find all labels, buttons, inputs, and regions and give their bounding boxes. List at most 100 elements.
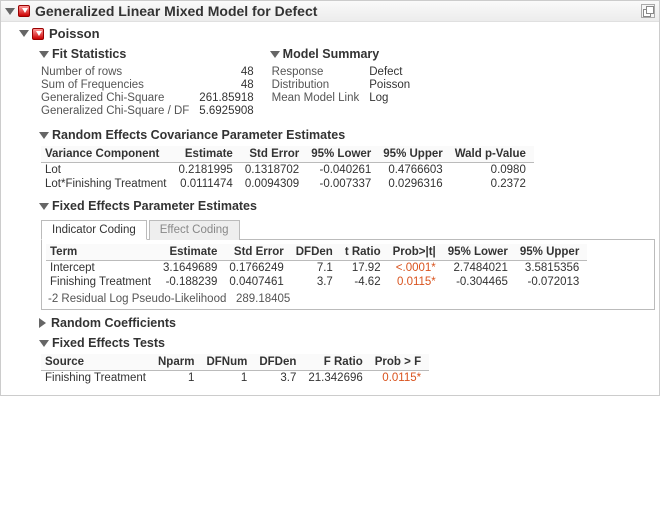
table-row: Finishing Treatment-0.1882390.04074613.7… [46,275,587,289]
fitstats-title: Fit Statistics [52,47,258,61]
col-header: F Ratio [304,354,370,371]
fixedparam-content: TermEstimateStd ErrorDFDent RatioProb>|t… [41,240,655,310]
cell: 3.5815356 [516,261,587,276]
cell: Finishing Treatment [41,371,154,386]
stat-label: Sum of Frequencies [41,79,189,91]
disclosure-icon[interactable] [39,340,49,347]
randcov-title: Random Effects Covariance Parameter Esti… [52,128,657,142]
col-header: 95% Upper [516,244,587,261]
cell: 1 [154,371,202,386]
col-header: Term [46,244,159,261]
cell: -0.072013 [516,275,587,289]
fixedparam-title: Fixed Effects Parameter Estimates [52,199,657,213]
disclosure-icon[interactable] [39,318,46,328]
modelsummary-grid: ResponseDefectDistributionPoissonMean Mo… [268,63,417,107]
summary-value: Log [369,92,410,104]
cell: -0.304465 [444,275,516,289]
poisson-header: Poisson [19,24,659,43]
disclosure-icon[interactable] [5,8,15,15]
stat-value: 261.85918 [199,92,253,104]
cell: 0.0407461 [225,275,291,289]
col-header: DFDen [292,244,341,261]
cell: 0.0115* [389,275,444,289]
cell: 3.7 [292,275,341,289]
modelsummary-panel: Model Summary Response Defect Distribution… [268,45,417,120]
cell: 0.0115* [371,371,429,386]
cell: 3.1649689 [159,261,225,276]
randcoef-title: Random Coefficients [51,316,657,330]
cell: 1 [202,371,255,386]
cell: 0.1766249 [225,261,291,276]
table-row: Intercept3.16496890.17662497.117.92<.000… [46,261,587,276]
cell: -0.040261 [307,163,379,178]
summary-value: Defect [369,66,410,78]
col-header: 95% Upper [379,146,450,163]
disclosure-icon[interactable] [39,203,49,210]
col-header: Nparm [154,354,202,371]
col-header: Prob>|t| [389,244,444,261]
cell: 0.0111474 [174,177,240,191]
disclosure-icon[interactable] [39,132,49,139]
cell: 0.0094309 [241,177,307,191]
col-header: Wald p-Value [451,146,534,163]
col-header: 95% Lower [307,146,379,163]
menu-button[interactable] [18,5,30,17]
modelsummary-title: Model Summary [283,47,415,61]
stat-value: 48 [199,79,253,91]
col-header: DFDen [255,354,304,371]
col-header: Variance Component [41,146,174,163]
cell: 0.2372 [451,177,534,191]
disclosure-icon[interactable] [19,30,29,37]
menu-button[interactable] [32,28,44,40]
poisson-title: Poisson [49,26,655,41]
fitstats-panel: Fit Statistics Number of rows 48 Sum of Fr… [37,45,260,120]
cell: -0.007337 [307,177,379,191]
stat-label: Generalized Chi-Square [41,92,189,104]
col-header: Std Error [241,146,307,163]
pseudo-likelihood-note: -2 Residual Log Pseudo-Likelihood 289.18… [42,291,654,307]
poisson-body: Fit Statistics Number of rows 48 Sum of Fr… [19,43,659,391]
col-header: t Ratio [341,244,389,261]
cell: 0.0980 [451,163,534,178]
col-header: Std Error [225,244,291,261]
main-body: Poisson Fit Statistics Number of rows 48 S… [1,22,659,395]
main-title: Generalized Linear Mixed Model for Defec… [35,3,641,19]
cell: 2.7484021 [444,261,516,276]
cell: -4.62 [341,275,389,289]
fixedtests-table: SourceNparmDFNumDFDenF RatioProb > FFini… [41,354,429,385]
tab-indicator-coding[interactable]: Indicator Coding [41,220,147,240]
fixedparam-table: TermEstimateStd ErrorDFDent RatioProb>|t… [46,244,587,289]
col-header: Source [41,354,154,371]
cell: 0.0296316 [379,177,450,191]
col-header: Estimate [174,146,240,163]
cell: 0.1318702 [241,163,307,178]
cell: 3.7 [255,371,304,386]
cell: -0.188239 [159,275,225,289]
col-header: Estimate [159,244,225,261]
cell: 7.1 [292,261,341,276]
cell: Finishing Treatment [46,275,159,289]
fixedtests-title: Fixed Effects Tests [52,336,657,350]
fitstats-grid: Number of rows48Sum of Frequencies48Gene… [37,63,260,120]
disclosure-icon[interactable] [39,51,49,58]
popout-icon[interactable] [641,4,655,18]
stat-label: Number of rows [41,66,189,78]
col-header: 95% Lower [444,244,516,261]
cell: Lot*Finishing Treatment [41,177,174,191]
tab-effect-coding[interactable]: Effect Coding [149,220,240,240]
coding-tabs: Indicator CodingEffect Coding [41,219,655,240]
summary-label: Response [272,66,360,78]
summary-label: Distribution [272,79,360,91]
cell: Intercept [46,261,159,276]
cell: 17.92 [341,261,389,276]
main-panel: Generalized Linear Mixed Model for Defec… [0,0,660,396]
cell: <.0001* [389,261,444,276]
summary-value: Poisson [369,79,410,91]
randcov-table: Variance ComponentEstimateStd Error95% L… [41,146,534,191]
table-row: Finishing Treatment113.721.3426960.0115* [41,371,429,386]
cell: 0.2181995 [174,163,240,178]
cell: 0.4766603 [379,163,450,178]
table-row: Lot0.21819950.1318702-0.0402610.47666030… [41,163,534,178]
disclosure-icon[interactable] [270,51,280,58]
main-header: Generalized Linear Mixed Model for Defec… [1,1,659,22]
